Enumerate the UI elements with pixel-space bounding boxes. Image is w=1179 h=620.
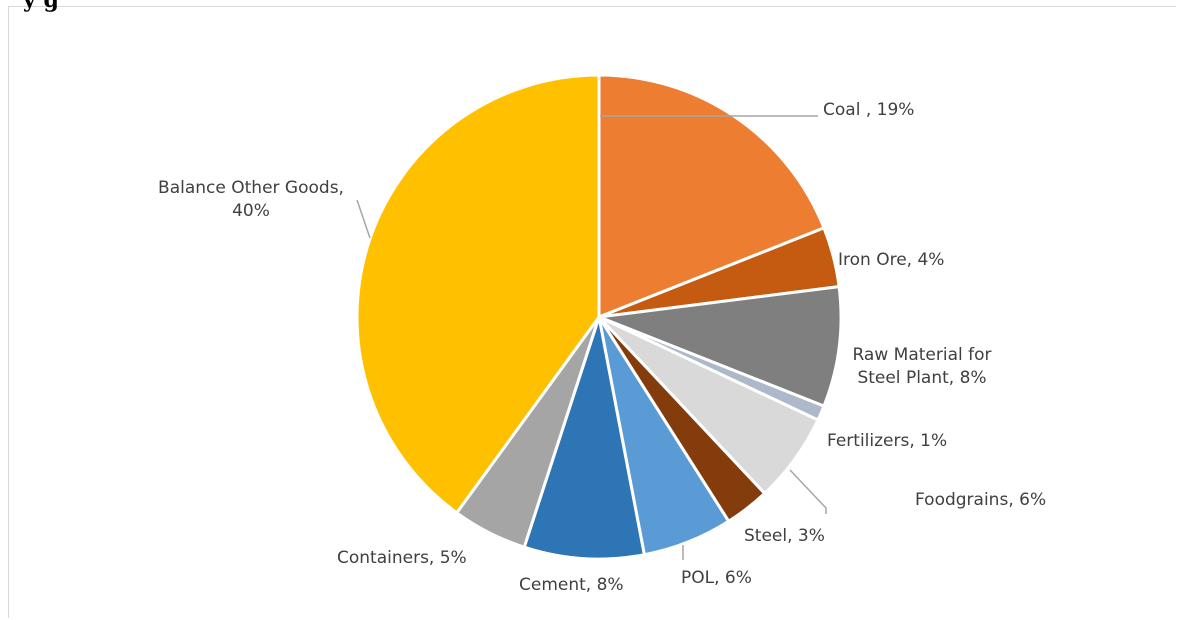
data-label-raw-material-for-steel-plant: Raw Material for Steel Plant, 8% (852, 345, 991, 388)
leader-line-balance-other-goods (356, 199, 371, 239)
data-label-coal: Coal , 19% (823, 100, 914, 120)
pie-slice-balance-other-goods (355, 73, 601, 515)
data-label-foodgrains: Foodgrains, 6% (915, 490, 1046, 510)
data-label-steel: Steel, 3% (744, 526, 825, 546)
pie-slice-coal (597, 73, 826, 319)
chart-title-fragment: y g (23, 0, 59, 13)
data-label-balance-other-goods: Balance Other Goods, 40% (158, 178, 344, 221)
data-label-fertilizers: Fertilizers, 1% (827, 431, 947, 451)
pie-slice-cement (522, 315, 646, 561)
leader-line-foodgrains (789, 469, 827, 514)
data-label-pol: POL, 6% (681, 568, 752, 588)
data-label-containers: Containers, 5% (337, 548, 467, 568)
data-label-cement: Cement, 8% (519, 575, 624, 595)
slice-labels: Coal , 19% Iron Ore, 4% Raw Material for St… (158, 100, 1046, 595)
chart-frame: y g (8, 0, 1176, 618)
leader-lines (356, 115, 827, 560)
pie-slices (355, 73, 843, 561)
pie-slice-raw-material-for-steel-plant (597, 285, 843, 408)
data-label-iron-ore: Iron Ore, 4% (838, 250, 944, 270)
